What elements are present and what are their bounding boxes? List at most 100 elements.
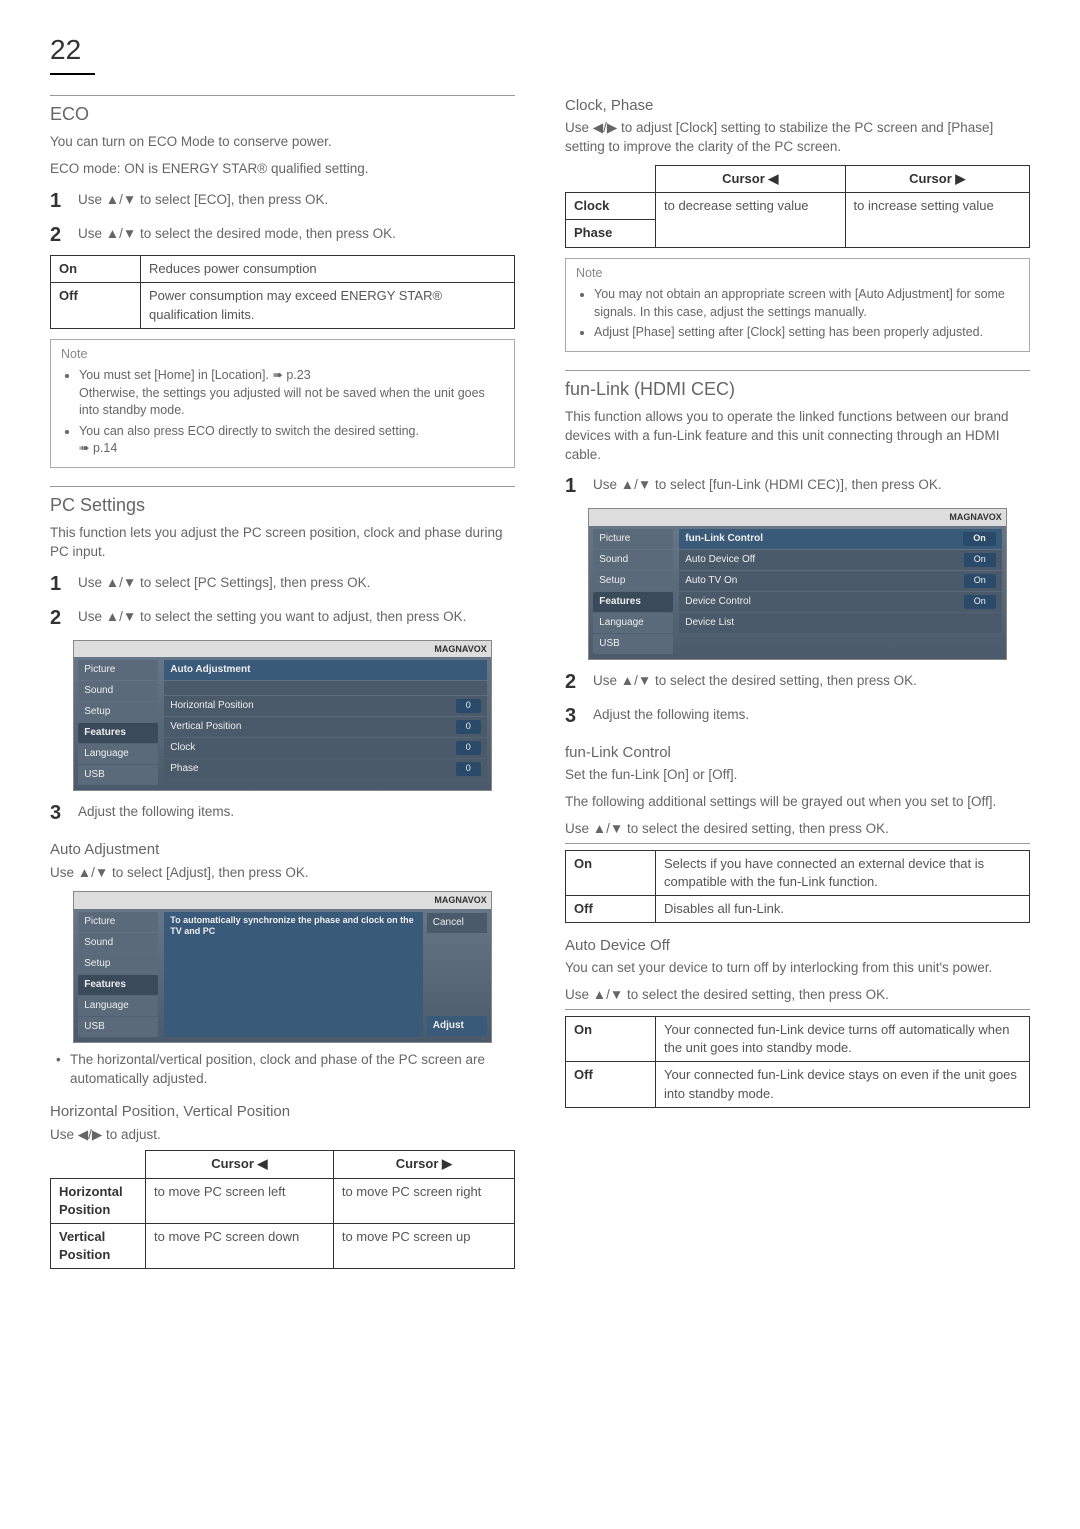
- osd-cancel: Cancel: [427, 913, 487, 933]
- cell-label: Vertical Position: [51, 1224, 146, 1269]
- cell-b: to move PC screen up: [333, 1224, 514, 1269]
- note-item: You must set [Home] in [Location]. ➠ p.2…: [79, 367, 504, 420]
- osd-side-item: Features: [78, 723, 158, 743]
- osd-side-item: Setup: [78, 702, 158, 722]
- flcontrol-table: On Selects if you have connected an exte…: [565, 850, 1030, 924]
- funlink-step-3: 3 Adjust the following items.: [565, 702, 1030, 730]
- pc-osd-2: MAGNAVOX Picture Sound Setup Features La…: [73, 891, 492, 1043]
- osd-side-item: USB: [593, 634, 673, 654]
- table-row: Horizontal Position to move PC screen le…: [51, 1178, 515, 1223]
- osd-side-item: Features: [78, 975, 158, 995]
- cell-off-desc: Power consumption may exceed ENERGY STAR…: [141, 283, 515, 328]
- step-text: Adjust the following items.: [593, 702, 749, 725]
- osd-side-item: Sound: [78, 933, 158, 953]
- pc-step-3: 3 Adjust the following items.: [50, 799, 515, 827]
- left-column: ECO You can turn on ECO Mode to conserve…: [50, 95, 515, 1275]
- osd-main: fun-Link ControlOn Auto Device OffOn Aut…: [673, 528, 1002, 655]
- cell-a: to decrease setting value: [656, 193, 846, 247]
- step-number: 3: [565, 702, 583, 730]
- flcontrol-title: fun-Link Control: [565, 742, 1030, 763]
- cell-b: to increase setting value: [845, 193, 1029, 247]
- page-number: 22: [50, 30, 95, 75]
- table-row: On Reduces power consumption: [51, 256, 515, 283]
- osd-item: [164, 681, 487, 695]
- osd-item: Device List: [679, 613, 1002, 633]
- table-row: Clock to decrease setting value to incre…: [566, 193, 1030, 220]
- note-title: Note: [61, 346, 504, 364]
- eco-intro1: You can turn on ECO Mode to conserve pow…: [50, 133, 515, 152]
- osd-side-item: Setup: [78, 954, 158, 974]
- autoadjust-bullet: The horizontal/vertical position, clock …: [50, 1051, 515, 1089]
- pcsettings-intro: This function lets you adjust the PC scr…: [50, 524, 515, 562]
- table-header-row: Cursor ◀ Cursor ▶: [566, 165, 1030, 192]
- table-row: Vertical Position to move PC screen down…: [51, 1224, 515, 1269]
- osd-side-item: Language: [78, 744, 158, 764]
- osd-brand: MAGNAVOX: [589, 509, 1006, 526]
- osd-item: Phase0: [164, 759, 487, 779]
- cell-a: to move PC screen left: [146, 1178, 334, 1223]
- step-text: Adjust the following items.: [78, 799, 234, 822]
- eco-intro2: ECO mode: ON is ENERGY STAR® qualified s…: [50, 160, 515, 179]
- cell-label: Clock: [566, 193, 656, 220]
- hvpos-line: Use ◀/▶ to adjust.: [50, 1126, 515, 1145]
- cell-a: to move PC screen down: [146, 1224, 334, 1269]
- clockphase-note-box: Note You may not obtain an appropriate s…: [565, 258, 1030, 352]
- eco-table: On Reduces power consumption Off Power c…: [50, 255, 515, 329]
- osd-item: Vertical Position0: [164, 717, 487, 737]
- eco-step-2: 2 Use ▲/▼ to select the desired mode, th…: [50, 221, 515, 249]
- table-row: Off Your connected fun-Link device stays…: [566, 1062, 1030, 1107]
- step-number: 2: [50, 221, 68, 249]
- th-cursor-left: Cursor ◀: [146, 1151, 334, 1178]
- hvpos-table: Cursor ◀ Cursor ▶ Horizontal Position to…: [50, 1150, 515, 1269]
- step-number: 2: [50, 604, 68, 632]
- step-number: 1: [50, 570, 68, 598]
- cell-label: On: [566, 1017, 656, 1062]
- pc-step-2: 2 Use ▲/▼ to select the setting you want…: [50, 604, 515, 632]
- table-row: Off Disables all fun-Link.: [566, 896, 1030, 923]
- osd-sidebar: Picture Sound Setup Features Language US…: [78, 659, 158, 786]
- osd-item: Auto Device OffOn: [679, 550, 1002, 570]
- clockphase-title: Clock, Phase: [565, 95, 1030, 116]
- step-number: 1: [50, 187, 68, 215]
- osd-sidebar: Picture Sound Setup Features Language US…: [78, 911, 158, 1038]
- cell-label: Off: [566, 1062, 656, 1107]
- osd-brand: MAGNAVOX: [74, 641, 491, 658]
- osd-item: Auto Adjustment: [164, 660, 487, 680]
- osd-hint: To automatically synchronize the phase a…: [164, 912, 423, 1037]
- cell-label: Phase: [566, 220, 656, 247]
- table-row: Off Power consumption may exceed ENERGY …: [51, 283, 515, 328]
- cell-label: Horizontal Position: [51, 1178, 146, 1223]
- note-title: Note: [576, 265, 1019, 283]
- osd-side-item: Language: [593, 613, 673, 633]
- flcontrol-l2: The following additional settings will b…: [565, 793, 1030, 812]
- cell-desc: Disables all fun-Link.: [656, 896, 1030, 923]
- th-cursor-right: Cursor ▶: [333, 1151, 514, 1178]
- cell-desc: Your connected fun-Link device turns off…: [656, 1017, 1030, 1062]
- step-text: Use ▲/▼ to select the desired setting, t…: [593, 668, 917, 691]
- pcsettings-title: PC Settings: [50, 486, 515, 518]
- funlink-osd: MAGNAVOX Picture Sound Setup Features La…: [588, 508, 1007, 660]
- osd-sidebar: Picture Sound Setup Features Language US…: [593, 528, 673, 655]
- cell-b: to move PC screen right: [333, 1178, 514, 1223]
- cell-label: Off: [566, 896, 656, 923]
- osd-item: Auto TV OnOn: [679, 571, 1002, 591]
- two-column-layout: ECO You can turn on ECO Mode to conserve…: [50, 95, 1030, 1275]
- step-text: Use ▲/▼ to select [PC Settings], then pr…: [78, 570, 370, 593]
- osd-item: Clock0: [164, 738, 487, 758]
- step-text: Use ▲/▼ to select [ECO], then press OK.: [78, 187, 328, 210]
- eco-title: ECO: [50, 95, 515, 127]
- autodev-l1: You can set your device to turn off by i…: [565, 959, 1030, 978]
- funlink-title: fun-Link (HDMI CEC): [565, 370, 1030, 402]
- osd-side-item: Setup: [593, 571, 673, 591]
- autodev-table: On Your connected fun-Link device turns …: [565, 1016, 1030, 1108]
- cell-on-label: On: [51, 256, 141, 283]
- table-row: On Your connected fun-Link device turns …: [566, 1017, 1030, 1062]
- table-header-row: Cursor ◀ Cursor ▶: [51, 1151, 515, 1178]
- hvpos-title: Horizontal Position, Vertical Position: [50, 1101, 515, 1122]
- clockphase-table: Cursor ◀ Cursor ▶ Clock to decrease sett…: [565, 165, 1030, 248]
- osd-main: Auto Adjustment Horizontal Position0 Ver…: [158, 659, 487, 786]
- autoadjust-title: Auto Adjustment: [50, 839, 515, 860]
- osd-brand: MAGNAVOX: [74, 892, 491, 909]
- cell-label: On: [566, 850, 656, 895]
- osd-item: Horizontal Position0: [164, 696, 487, 716]
